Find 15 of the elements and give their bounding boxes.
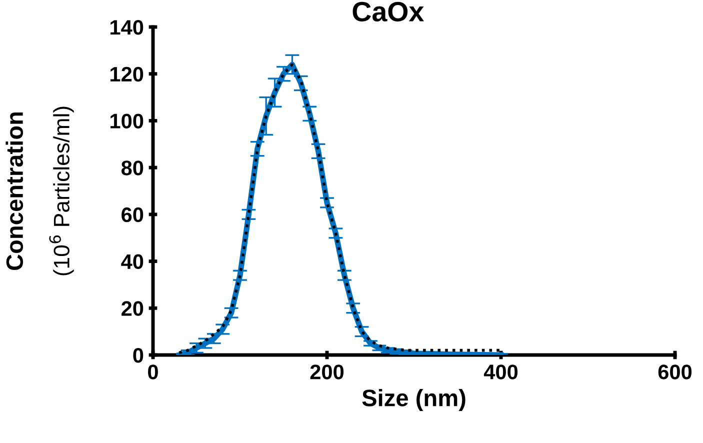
x-tick-label: 200 [310, 364, 344, 380]
y-tick-label: 0 [133, 348, 144, 363]
x-axis-title: Size (nm) [362, 389, 466, 412]
x-tick-label: 0 [148, 364, 158, 380]
y-tick-label: 100 [110, 114, 144, 128]
y-tick-label: 120 [110, 66, 144, 82]
x-tick-label: 400 [484, 364, 518, 380]
y-tick-label: 20 [122, 301, 144, 316]
chart-title: CaOx [352, 2, 424, 22]
y-tick-label: 140 [110, 20, 144, 35]
y-tick-label: 80 [121, 160, 144, 176]
x-tick-label: 600 [658, 364, 692, 380]
y-tick-label: 60 [122, 207, 144, 222]
y-tick-label: 40 [121, 254, 144, 270]
text: Concentration (10$^{6}$ Particles/ml) [6, 106, 74, 276]
